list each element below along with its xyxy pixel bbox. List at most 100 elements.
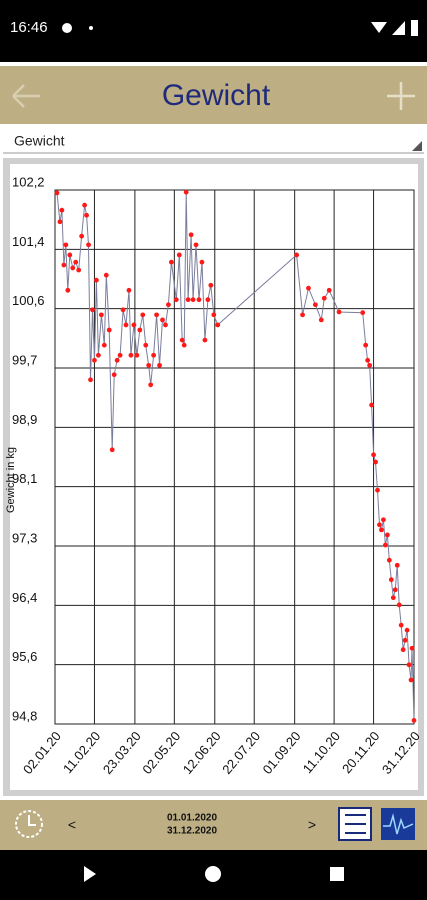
weight-point: [166, 302, 171, 308]
nav-home[interactable]: [205, 866, 221, 882]
weight-line: [56, 192, 415, 721]
dot-icon: [89, 26, 93, 30]
header-title: Gewicht: [162, 79, 271, 112]
weight-point: [211, 312, 217, 318]
add-button[interactable]: [387, 82, 415, 110]
weight-point: [360, 310, 366, 316]
weight-point: [106, 327, 112, 333]
weight-point: [157, 362, 162, 368]
weight-point: [392, 587, 398, 593]
weight-point: [126, 287, 132, 293]
weight-point: [400, 647, 406, 653]
weight-point: [101, 342, 107, 348]
weight-point: [369, 402, 374, 408]
weight-point: [70, 265, 76, 271]
clock-hands: [28, 815, 36, 826]
weight-point: [63, 242, 69, 248]
weight-point: [402, 637, 408, 643]
weight-point: [131, 322, 137, 328]
weight-point: [215, 322, 221, 328]
weight-point: [179, 337, 185, 343]
weight-point: [381, 517, 386, 523]
wifi-icon: [371, 22, 387, 33]
status-time: 16:46: [10, 19, 48, 36]
weight-point: [382, 542, 388, 548]
weight-point: [398, 622, 404, 628]
weight-point: [160, 317, 165, 323]
y-tick-label: 100,6: [12, 293, 45, 308]
weight-point: [208, 282, 214, 288]
weight-point: [379, 527, 384, 533]
weight-point: [67, 252, 73, 258]
y-tick-label: 98,1: [12, 471, 37, 486]
weight-point: [173, 297, 179, 303]
weight-point: [193, 242, 199, 248]
weight-point: [151, 352, 157, 358]
weight-point: [365, 357, 371, 363]
y-tick-label: 102,2: [12, 174, 45, 189]
weight-point: [300, 312, 305, 318]
weight-point: [386, 557, 392, 563]
dropdown-text[interactable]: Gewicht: [14, 133, 65, 149]
date-to: 31.12.2020: [167, 826, 217, 837]
chart-icon: [383, 813, 414, 835]
y-tick-label: 97,3: [12, 530, 37, 545]
weight-point: [321, 295, 327, 301]
weight-point: [188, 232, 194, 238]
weight-point: [95, 352, 101, 358]
weight-point: [394, 562, 400, 568]
plot-border: [54, 189, 415, 725]
weight-point: [117, 352, 123, 358]
weight-point: [103, 272, 109, 278]
settings-icon: [62, 23, 72, 33]
weight-point: [143, 342, 149, 348]
weight-point: [146, 362, 152, 368]
weight-point: [134, 352, 140, 358]
weight-point: [181, 342, 187, 348]
prev-button[interactable]: <: [68, 817, 76, 833]
date-from: 01.01.2020: [167, 813, 217, 824]
weight-point: [76, 267, 82, 273]
weight-point: [90, 307, 95, 313]
weight-point: [59, 207, 65, 213]
weight-point: [123, 322, 129, 328]
y-tick-label: 99,7: [12, 352, 37, 367]
back-button[interactable]: [12, 84, 40, 108]
weight-point: [114, 357, 120, 363]
weight-point: [294, 252, 300, 258]
weight-point: [84, 212, 89, 218]
weight-point: [92, 357, 97, 363]
weight-point: [137, 327, 143, 333]
nav-recents[interactable]: [330, 867, 344, 881]
header-bar: [0, 66, 427, 124]
weight-point: [336, 309, 342, 315]
weight-point: [318, 317, 324, 323]
weight-point: [196, 297, 202, 303]
weight-point: [375, 487, 380, 493]
weight-point: [88, 377, 93, 383]
weight-point: [390, 595, 396, 601]
period-button[interactable]: [15, 810, 43, 838]
weight-point: [185, 297, 191, 303]
chart-area: [10, 164, 418, 790]
weight-point: [205, 297, 211, 303]
weight-point: [312, 302, 318, 308]
weight-point: [168, 259, 174, 265]
weight-point: [199, 259, 205, 265]
weight-point: [120, 307, 126, 313]
weight-point: [384, 532, 390, 538]
list-icon: [345, 814, 366, 834]
y-tick-label: 95,6: [12, 649, 37, 664]
battery-icon: [411, 20, 418, 36]
chart-view-button[interactable]: [381, 808, 415, 840]
next-button[interactable]: >: [308, 817, 316, 833]
weight-point: [128, 352, 134, 358]
dropdown-arrow[interactable]: [412, 141, 422, 151]
weight-point: [202, 337, 208, 343]
weight-point: [408, 677, 414, 683]
nav-back[interactable]: [84, 866, 96, 882]
weight-point: [190, 297, 196, 303]
weight-point: [363, 342, 369, 348]
weight-point: [163, 322, 168, 328]
